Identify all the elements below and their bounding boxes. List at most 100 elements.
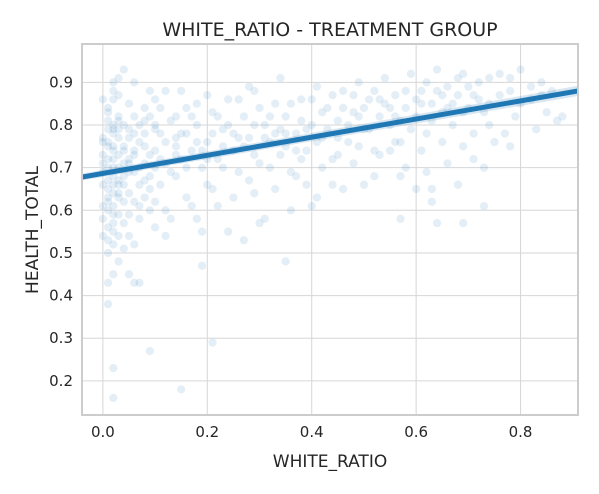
scatter-point [146,112,154,120]
scatter-point [475,78,483,86]
scatter-point [266,163,274,171]
scatter-point [422,78,430,86]
scatter-point [140,104,148,112]
scatter-point [438,91,446,99]
scatter-point [255,159,263,167]
scatter-point [370,172,378,180]
scatter-point [428,198,436,206]
scatter-point [250,151,258,159]
scatter-point [224,95,232,103]
scatter-point [120,198,128,206]
scatter-point [344,138,352,146]
scatter-point [292,146,300,154]
x-axis-label: WHITE_RATIO [273,452,387,472]
scatter-point [125,232,133,240]
scatter-point [146,185,154,193]
scatter-point [469,155,477,163]
scatter-point [125,270,133,278]
scatter-point [135,121,143,129]
scatter-point [120,146,128,154]
scatter-point [349,159,357,167]
scatter-point [318,163,326,171]
scatter-point [140,129,148,137]
scatter-point [297,155,305,163]
scatter-point [214,202,222,210]
scatter-point [219,163,227,171]
scatter-point [161,138,169,146]
scatter-point [177,385,185,393]
scatter-point [506,142,514,150]
scatter-point [276,151,284,159]
scatter-point [187,112,195,120]
y-tick-label: 0.2 [49,372,73,390]
y-tick-label: 0.5 [49,244,73,262]
scatter-point [443,159,451,167]
scatter-point [334,117,342,125]
scatter-point [161,206,169,214]
y-axis-label: HEALTH_TOTAL [23,166,43,294]
scatter-point [224,227,232,235]
scatter-point [172,112,180,120]
scatter-point [433,219,441,227]
scatter-point [182,104,190,112]
scatter-point [104,249,112,257]
scatter-point [464,82,472,90]
scatter-point [396,215,404,223]
scatter-point [120,244,128,252]
y-tick-label: 0.8 [49,116,73,134]
scatter-point [339,185,347,193]
scatter-point [266,112,274,120]
scatter-point [109,394,117,402]
scatter-point [208,338,216,346]
scatter-point [255,219,263,227]
scatter-point [99,95,107,103]
scatter-point [161,232,169,240]
scatter-point [292,172,300,180]
scatter-point [193,138,201,146]
scatter-point [245,176,253,184]
scatter-point [506,87,514,95]
scatter-point [182,129,190,137]
scatter-point [229,129,237,137]
y-tick-label: 0.3 [49,329,73,347]
scatter-point [537,78,545,86]
scatter-point [370,87,378,95]
scatter-point [120,181,128,189]
scatter-point [313,193,321,201]
scatter-point [99,215,107,223]
scatter-point [302,125,310,133]
scatter-point [381,74,389,82]
scatter-point [480,202,488,210]
scatter-point [104,142,112,150]
scatter-point [276,74,284,82]
scatter-point [428,100,436,108]
x-tick-label: 0.6 [404,423,428,441]
scatter-point [402,163,410,171]
scatter-point [208,129,216,137]
scatter-point [417,146,425,154]
scatter-point [412,185,420,193]
scatter-point [130,151,138,159]
scatter-point [120,65,128,73]
scatter-point [386,146,394,154]
scatter-point [125,210,133,218]
scatter-point [422,129,430,137]
scatter-point [281,112,289,120]
scatter-point [360,104,368,112]
scatter-point [454,74,462,82]
scatter-point [234,95,242,103]
scatter-point [109,87,117,95]
scatter-point [495,91,503,99]
scatter-point [99,232,107,240]
scatter-point [156,129,164,137]
y-tick-label: 0.6 [49,201,73,219]
scatter-point [506,74,514,82]
scatter-point [109,240,117,248]
scatter-point [104,104,112,112]
scatter-point [485,121,493,129]
scatter-point [360,181,368,189]
scatter-point [109,202,117,210]
scatter-point [104,300,112,308]
scatter-point [365,95,373,103]
scatter-point [130,112,138,120]
